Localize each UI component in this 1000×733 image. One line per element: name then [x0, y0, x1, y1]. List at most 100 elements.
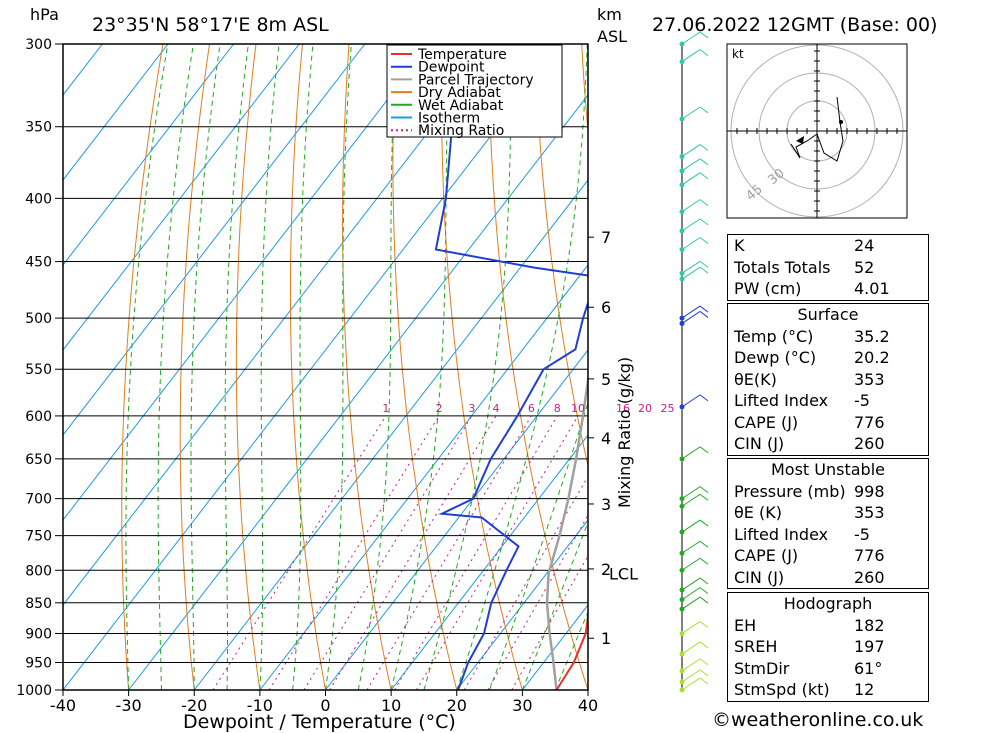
- wind-barb-flag: [699, 311, 709, 318]
- pressure-tick-label: 550: [25, 362, 52, 378]
- pressure-tick-label: 800: [25, 563, 52, 579]
- x-tick-label: 10: [381, 696, 401, 715]
- wind-barb-flag: [699, 158, 709, 166]
- wind-barb-flag: [699, 621, 709, 628]
- wet-adiabat-line: [423, 44, 513, 690]
- surface-title: Surface: [797, 305, 859, 324]
- lcl-label: LCL: [609, 565, 638, 584]
- isotherm-line: [63, 44, 169, 181]
- wind-barb: [681, 31, 701, 45]
- x-tick-label: 40: [578, 696, 598, 715]
- k-value: 24: [854, 236, 875, 255]
- dry-adiabat-line: [440, 44, 523, 690]
- legend-label: Temperature: [417, 47, 507, 63]
- wind-barb-flag: [699, 577, 709, 585]
- x-tick-label: 0: [320, 696, 330, 715]
- hodograph-label: StmSpd (kt): [734, 680, 830, 699]
- wind-barb: [681, 49, 701, 63]
- wind-profile: [679, 31, 709, 693]
- mixing-ratio-label: 20: [638, 402, 652, 415]
- isotherm-line: [259, 264, 588, 690]
- wind-barb-dot: [679, 154, 685, 160]
- wind-barb: [681, 106, 701, 120]
- wet-adiabat-line: [357, 44, 397, 690]
- wind-barb-dot: [679, 246, 685, 252]
- wind-barb: [681, 519, 701, 533]
- isotherm-line: [193, 179, 588, 690]
- isotherm-line: [128, 94, 588, 690]
- wind-barb-dot: [679, 630, 685, 636]
- wind-barb-flag: [699, 641, 709, 649]
- wind-barb: [681, 596, 701, 610]
- hodograph-title: Hodograph: [783, 594, 873, 613]
- wind-barb: [681, 144, 701, 157]
- mixing-ratio-label: 1: [382, 402, 389, 415]
- wind-barb-dot: [679, 503, 685, 509]
- surface-value: -5: [854, 391, 870, 410]
- dry-adiabat-line: [179, 44, 210, 690]
- x-tick-label: -40: [50, 696, 76, 715]
- wind-barb-dot: [679, 679, 685, 685]
- legend-label: Dry Adiabat: [418, 85, 501, 101]
- most-unstable-row: CIN (J) 260: [728, 567, 928, 589]
- isotherm-line: [390, 434, 588, 690]
- wind-barb-flag: [699, 172, 709, 180]
- surface-value: 776: [854, 412, 885, 432]
- wind-barb: [681, 540, 701, 554]
- wind-barb-dot: [679, 606, 685, 612]
- surface-value: 35.2: [854, 326, 890, 346]
- most-unstable-label: Pressure (mb): [734, 481, 846, 501]
- mixing-ratio-label: 25: [661, 402, 675, 415]
- isotherm-line: [63, 44, 431, 521]
- wind-barb-flag: [699, 486, 709, 494]
- wind-barb-flag: [699, 669, 709, 677]
- most-unstable-value: 776: [854, 546, 885, 565]
- legend-label: Parcel Trajectory: [418, 72, 534, 88]
- dry-adiabat-line: [290, 44, 326, 690]
- wind-barb: [681, 669, 701, 683]
- hodograph-value: 12: [854, 680, 875, 699]
- hodograph-row: StmSpd (kt) 12: [728, 679, 928, 701]
- pressure-tick-label: 350: [25, 120, 52, 136]
- x-tick-label: 30: [512, 696, 532, 715]
- isotherm-line: [456, 519, 588, 690]
- mixing-ratio-line: [366, 415, 532, 690]
- wind-barb-flag: [699, 394, 709, 402]
- km-unit: km: [597, 5, 622, 24]
- most-unstable-value: 353: [854, 503, 885, 522]
- surface-row: Dewp (°C) 20.2: [728, 347, 928, 369]
- wet-adiabat-line: [259, 44, 280, 690]
- isotherm-line: [325, 349, 588, 690]
- surface-label: Dewp (°C): [734, 348, 817, 367]
- wind-barb-flag: [699, 446, 709, 454]
- axes: 1 2 3 4 6 8 10 16 20 25 -40 -30 -20 -10 0 10 20 30 40 1 2 3 4 5…: [50, 228, 675, 715]
- wind-barb-dot: [679, 315, 685, 321]
- hodograph-value: 61°: [854, 658, 883, 678]
- isotherm-line: [63, 44, 497, 606]
- wind-barb-dot: [679, 228, 685, 234]
- wind-barb-flag: [699, 557, 709, 565]
- wind-barb: [681, 641, 701, 655]
- most-unstable-value: -5: [854, 524, 870, 544]
- totals-value: 52: [854, 257, 875, 277]
- x-tick-label: -30: [116, 696, 142, 715]
- wind-barb-flag: [699, 260, 709, 268]
- legend-label: Isotherm: [418, 111, 480, 127]
- wind-barb-flag: [699, 31, 709, 39]
- mixing-ratio-label: 6: [528, 402, 535, 415]
- wind-barb: [681, 557, 701, 571]
- mixing-ratio-label: 8: [554, 402, 561, 415]
- km-tick-label: 6: [601, 298, 611, 317]
- surface-table: Surface Temp (°C) 35.2 Dewp (°C) 20.2 θE(K) 3…: [727, 303, 929, 456]
- wet-adiabat-line: [292, 44, 314, 690]
- wind-barb-dot: [679, 587, 685, 593]
- wind-barb: [681, 237, 701, 250]
- wind-barb-flag: [699, 493, 709, 501]
- most-unstable-row: CAPE (J) 776: [728, 545, 928, 567]
- wind-barb-dot: [679, 456, 685, 462]
- storm-motion-marker: [796, 136, 804, 144]
- profile-lines: [434, 44, 588, 690]
- wet-adiabat-line: [489, 401, 588, 690]
